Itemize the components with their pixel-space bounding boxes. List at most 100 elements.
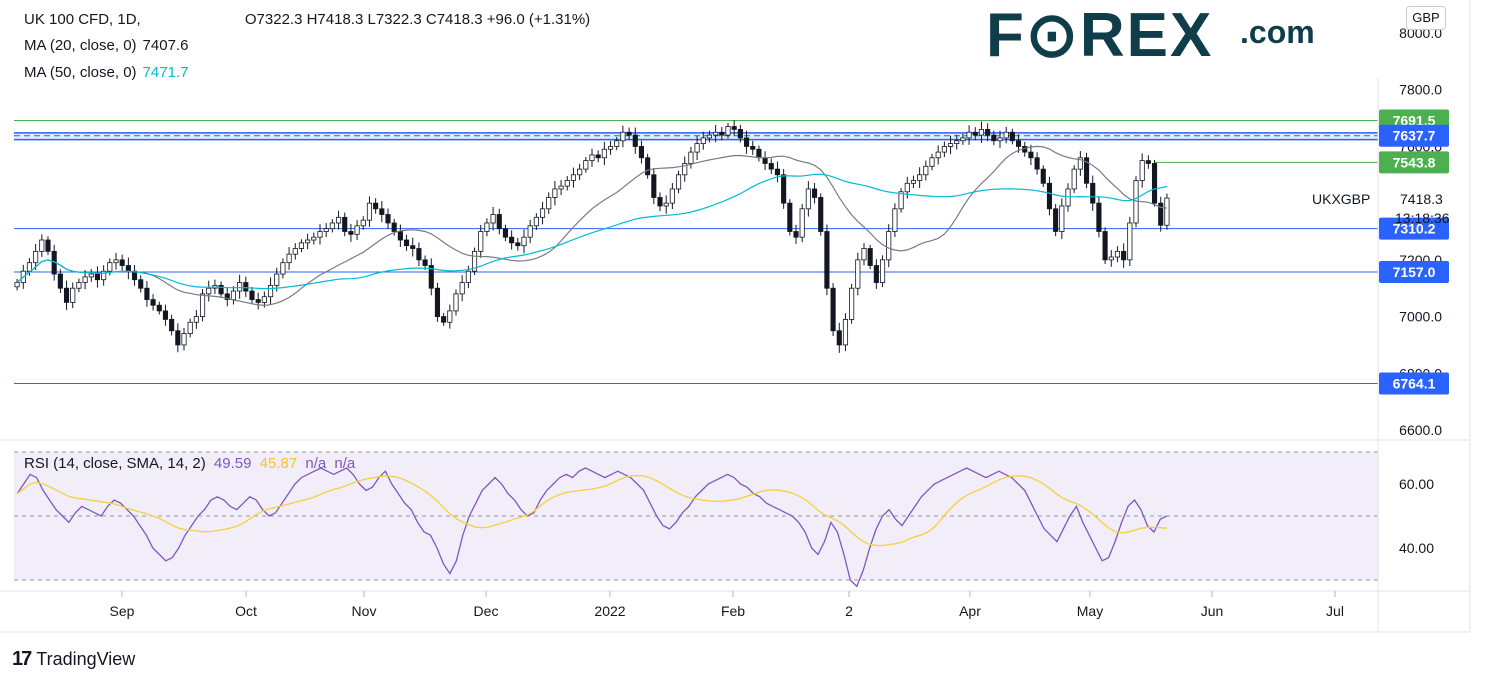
- candle-body: [379, 208, 385, 215]
- rsi-legend[interactable]: RSI (14, close, SMA, 14, 2) 49.59 45.87 …: [24, 455, 355, 472]
- candle-body: [929, 157, 935, 167]
- candle-body: [391, 222, 397, 232]
- rsi-sma-line: [16, 474, 1167, 547]
- ma20-value: 7407.6: [142, 37, 189, 54]
- candle-body: [651, 174, 657, 198]
- candle-body: [101, 270, 107, 281]
- candle-body: [836, 330, 842, 346]
- bar-countdown: 13:18:36: [1395, 210, 1450, 226]
- candle-body: [169, 319, 175, 332]
- rsi-na-1: n/a: [305, 455, 327, 472]
- candle-body: [416, 248, 422, 261]
- candle-body: [1059, 205, 1065, 232]
- candle-body: [552, 188, 558, 198]
- level-badge-label: 6764.1: [1393, 375, 1436, 391]
- candle-body: [280, 262, 286, 275]
- candle-body: [527, 225, 533, 238]
- candle-body: [694, 143, 700, 153]
- price-tick-label: 7000.0: [1399, 309, 1442, 325]
- ma20-legend[interactable]: MA (20, close, 0) 7407.6: [24, 37, 188, 54]
- candle-body: [614, 140, 620, 147]
- time-tick-label: Feb: [721, 603, 745, 619]
- symbol-title: UK 100 CFD, 1D,: [24, 11, 141, 28]
- candle-body: [787, 202, 793, 232]
- candle-body: [1151, 163, 1158, 204]
- candle-body: [45, 239, 51, 252]
- candle-body: [199, 293, 206, 317]
- rsi-value: 49.59: [213, 455, 252, 472]
- candle-body: [57, 273, 63, 289]
- ma50-legend[interactable]: MA (50, close, 0) 7471.7: [24, 64, 188, 81]
- candle-body: [935, 151, 941, 159]
- rsi-pane: [14, 451, 1378, 588]
- level-badge: [1379, 372, 1449, 395]
- candle-body: [564, 180, 570, 187]
- candle-body: [63, 287, 70, 303]
- time-tick-label: Jun: [1201, 603, 1224, 619]
- candle-body: [657, 197, 663, 207]
- rsi-na-2: n/a: [334, 455, 356, 472]
- symbol-header[interactable]: UK 100 CFD, 1D, O7322.3 H7418.3 L7322.3 …: [24, 11, 590, 28]
- candle-body: [292, 248, 298, 255]
- candle-body: [323, 228, 329, 232]
- candle-body: [793, 231, 799, 238]
- candle-body: [978, 129, 985, 136]
- candle-body: [428, 265, 434, 289]
- candle-body: [892, 208, 898, 232]
- candle-body: [1046, 182, 1053, 210]
- candle-body: [607, 146, 614, 150]
- candle-body: [459, 282, 465, 295]
- candle-body: [941, 146, 947, 153]
- candle-body: [1003, 131, 1009, 139]
- forex-logo: F⊙REX .com: [968, 0, 1383, 78]
- candle-body: [261, 296, 267, 303]
- candle-body: [818, 197, 824, 232]
- candle-body: [397, 231, 403, 241]
- rsi-tick-label: 60.00: [1399, 476, 1434, 492]
- candle-body: [107, 262, 113, 272]
- candle-body: [966, 131, 972, 139]
- candle-body: [267, 284, 274, 298]
- candle-body: [719, 131, 725, 136]
- candle-body: [181, 333, 187, 346]
- candle-body: [799, 208, 805, 238]
- candle-body: [88, 273, 94, 278]
- candle-body: [484, 222, 490, 232]
- candle-body: [737, 129, 743, 139]
- candle-body: [274, 273, 280, 286]
- candle-body: [1158, 202, 1164, 226]
- candle-body: [162, 310, 169, 320]
- candle-body: [861, 248, 867, 261]
- candle-body: [521, 236, 527, 247]
- candle-body: [1053, 208, 1059, 232]
- candle-body: [453, 293, 459, 312]
- candle-body: [910, 180, 917, 184]
- candle-body: [750, 146, 756, 150]
- candle-body: [298, 242, 305, 249]
- candle-body: [305, 239, 311, 244]
- candle-body: [125, 265, 131, 272]
- candle-body: [237, 282, 243, 292]
- candle-body: [731, 126, 737, 130]
- level-badge-label: 7310.2: [1393, 221, 1436, 237]
- candle-body: [335, 216, 342, 224]
- candle-body: [688, 151, 694, 164]
- ohlc-values: O7322.3 H7418.3 L7322.3 C7418.3 +96.0 (+…: [244, 11, 591, 28]
- candle-body: [434, 287, 441, 317]
- candle-body: [515, 242, 521, 247]
- candle-body: [82, 276, 88, 283]
- candle-body: [675, 174, 682, 190]
- candle-body: [1090, 182, 1096, 204]
- level-badge-label: 7637.7: [1393, 128, 1436, 144]
- candle-body: [342, 216, 348, 232]
- candle-body: [997, 137, 1003, 142]
- candle-body: [441, 316, 447, 323]
- candle-body: [824, 231, 830, 289]
- candle-body: [403, 239, 410, 247]
- candle-body: [14, 282, 20, 288]
- price-last: 7418.3: [1400, 191, 1443, 207]
- tradingview-branding[interactable]: 17 TradingView: [12, 648, 135, 671]
- candle-body: [1009, 131, 1015, 142]
- currency-button[interactable]: GBP: [1406, 6, 1446, 30]
- candle-body: [725, 126, 731, 136]
